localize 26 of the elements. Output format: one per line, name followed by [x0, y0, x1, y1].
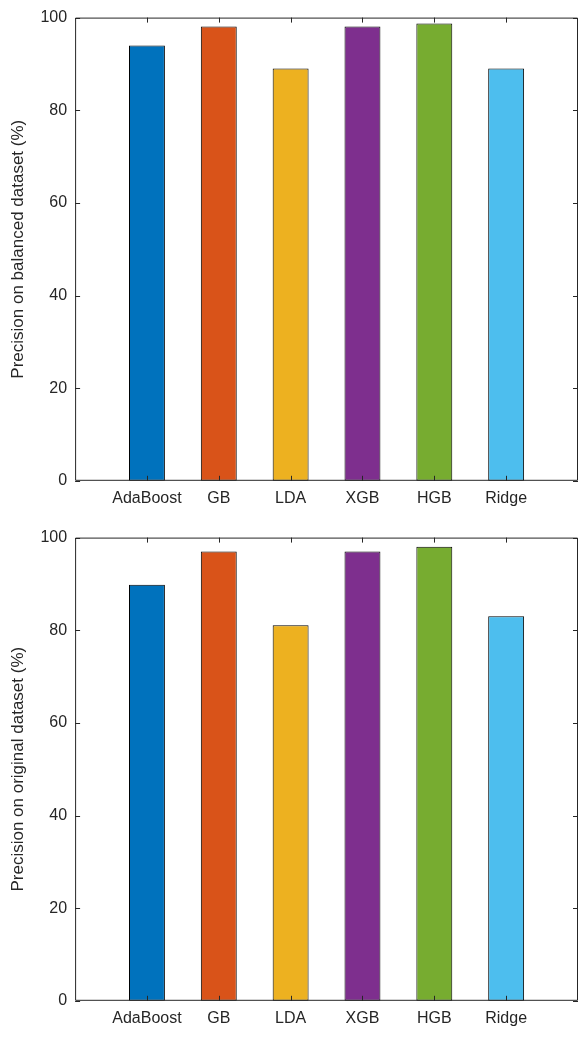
y-axis-title: Precision on original dataset (%)	[7, 646, 27, 892]
y-tick-label: 0	[58, 991, 68, 1009]
y-tick-label: 20	[49, 378, 68, 396]
x-tick-label: Ridge	[485, 488, 528, 506]
y-axis-title: Precision on balanced dataset (%)	[7, 119, 27, 379]
x-tick-label: Ridge	[485, 1008, 528, 1026]
x-tick-label: GB	[207, 1008, 231, 1026]
y-tick-label: 40	[49, 805, 68, 823]
y-tick-label: 100	[40, 528, 68, 546]
y-tick-label: 80	[49, 620, 68, 638]
y-tick-label: 100	[40, 8, 68, 26]
y-tick-label: 20	[49, 898, 68, 916]
y-tick-label: 0	[58, 471, 68, 489]
y-tick-label: 60	[49, 713, 68, 731]
x-tick-label: AdaBoost	[112, 1008, 183, 1026]
y-tick-label: 40	[49, 285, 68, 303]
x-tick-label: XGB	[345, 1008, 380, 1026]
x-tick-label: AdaBoost	[112, 488, 183, 506]
x-tick-label: LDA	[275, 1008, 307, 1026]
x-tick-label: XGB	[345, 488, 380, 506]
x-tick-label: GB	[207, 488, 231, 506]
x-tick-label: LDA	[275, 488, 307, 506]
y-tick-label: 80	[49, 100, 68, 118]
x-tick-label: HGB	[416, 1008, 452, 1026]
x-tick-label: HGB	[416, 488, 452, 506]
y-tick-label: 60	[49, 193, 68, 211]
